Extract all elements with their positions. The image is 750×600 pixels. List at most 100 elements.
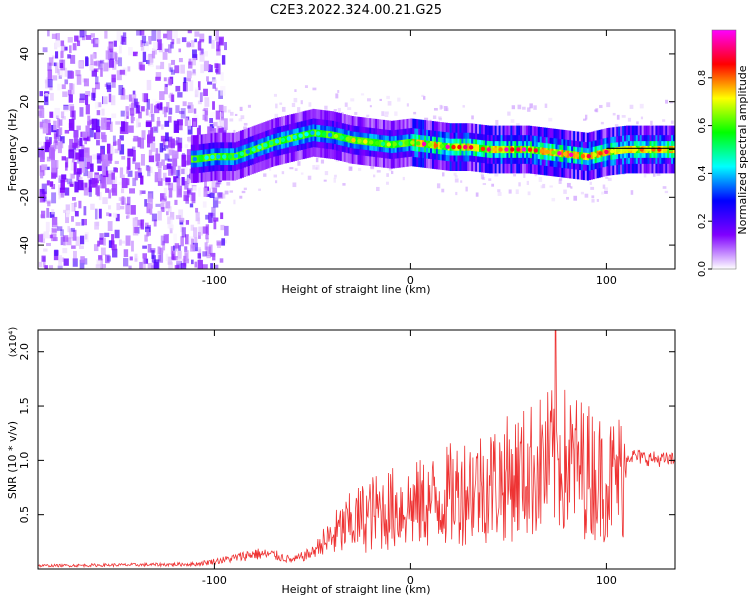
noise-cell — [157, 178, 163, 186]
noise-cell — [83, 147, 90, 158]
noise-cell — [542, 183, 546, 189]
noise-cell — [190, 181, 195, 187]
noise-cell — [148, 155, 155, 163]
noise-cell — [111, 78, 116, 88]
noise-cell — [118, 239, 122, 246]
noise-cell — [212, 83, 216, 89]
ridge-peak — [363, 139, 368, 144]
colorbar-label: Normalized spectral amplitude — [736, 65, 749, 234]
noise-cell — [186, 41, 191, 48]
noise-cell — [128, 125, 134, 133]
noise-cell — [213, 228, 217, 235]
noise-cell — [125, 95, 129, 100]
y-tick-label: 0 — [18, 146, 31, 153]
noise-cell — [49, 212, 55, 218]
noise-cell — [342, 183, 346, 186]
noise-cell — [151, 255, 157, 263]
noise-cell — [590, 186, 595, 190]
noise-cell — [133, 256, 139, 262]
noise-cell — [243, 126, 247, 130]
ridge-peak — [551, 150, 556, 155]
noise-cell — [173, 140, 179, 146]
noise-cell — [112, 60, 117, 70]
noise-cell — [173, 30, 178, 39]
noise-cell — [291, 102, 296, 108]
noise-cell — [177, 92, 183, 98]
noise-cell — [138, 172, 143, 178]
noise-cell — [120, 121, 125, 132]
noise-cell — [604, 187, 608, 193]
noise-cell — [229, 111, 234, 116]
noise-cell — [53, 62, 57, 67]
noise-cell — [367, 98, 371, 102]
snr-y-axis-label: SNR (10 * v/v) — [6, 421, 19, 499]
noise-cell — [186, 154, 193, 165]
noise-cell — [141, 130, 146, 140]
noise-cell — [153, 259, 160, 269]
noise-cell — [49, 86, 53, 91]
noise-cell — [98, 191, 102, 201]
noise-cell — [200, 64, 205, 74]
x-tick-label: 100 — [596, 274, 617, 287]
figure-title: C2E3.2022.324.00.21.G25 — [270, 3, 442, 18]
ridge-cell — [426, 140, 429, 148]
snr-background — [38, 330, 675, 569]
noise-cell — [48, 55, 53, 65]
noise-cell — [197, 253, 202, 259]
noise-cell — [121, 36, 127, 45]
noise-cell — [294, 168, 298, 171]
noise-cell — [52, 55, 58, 59]
noise-cell — [114, 167, 118, 173]
noise-cell — [129, 188, 136, 194]
noise-cell — [56, 226, 63, 231]
noise-cell — [77, 140, 81, 148]
noise-cell — [132, 94, 137, 103]
noise-cell — [155, 65, 161, 70]
noise-cell — [173, 120, 180, 133]
y-tick-label: -20 — [18, 188, 31, 206]
ridge-peak — [410, 140, 415, 145]
ridge-cell — [520, 145, 523, 154]
ridge-peak — [286, 136, 292, 141]
noise-cell — [119, 205, 125, 210]
noise-cell — [91, 39, 94, 44]
noise-cell — [44, 265, 48, 269]
noise-cell — [157, 30, 161, 40]
noise-cell — [333, 175, 337, 179]
noise-cell — [138, 111, 142, 119]
noise-cell — [652, 173, 656, 177]
ridge-peak — [280, 137, 286, 143]
ridge-peak — [504, 147, 509, 152]
noise-cell — [183, 178, 187, 186]
noise-cell — [191, 259, 194, 265]
noise-cell — [199, 48, 204, 56]
noise-cell — [134, 162, 141, 170]
noise-cell — [163, 187, 168, 199]
noise-cell — [517, 104, 522, 110]
noise-cell — [643, 173, 647, 178]
noise-cell — [73, 134, 78, 146]
ridge-cell — [343, 134, 346, 142]
noise-cell — [169, 228, 173, 234]
noise-cell — [215, 63, 221, 75]
noise-cell — [566, 196, 569, 200]
noise-cell — [442, 172, 445, 177]
noise-cell — [662, 119, 666, 122]
ridge-cell — [555, 149, 558, 157]
noise-cell — [96, 126, 101, 133]
noise-cell — [495, 119, 499, 125]
noise-cell — [175, 85, 181, 92]
noise-cell — [182, 81, 187, 92]
ridge-peak — [263, 142, 268, 148]
noise-cell — [65, 213, 70, 224]
noise-cell — [516, 123, 520, 128]
noise-cell — [139, 30, 145, 36]
noise-cell — [171, 183, 177, 192]
noise-cell — [121, 156, 126, 160]
ridge-cell — [567, 150, 570, 158]
noise-cell — [85, 125, 90, 137]
noise-cell — [180, 64, 185, 74]
noise-cell — [202, 251, 208, 257]
noise-cell — [333, 177, 336, 183]
ridge-cell — [479, 144, 482, 152]
